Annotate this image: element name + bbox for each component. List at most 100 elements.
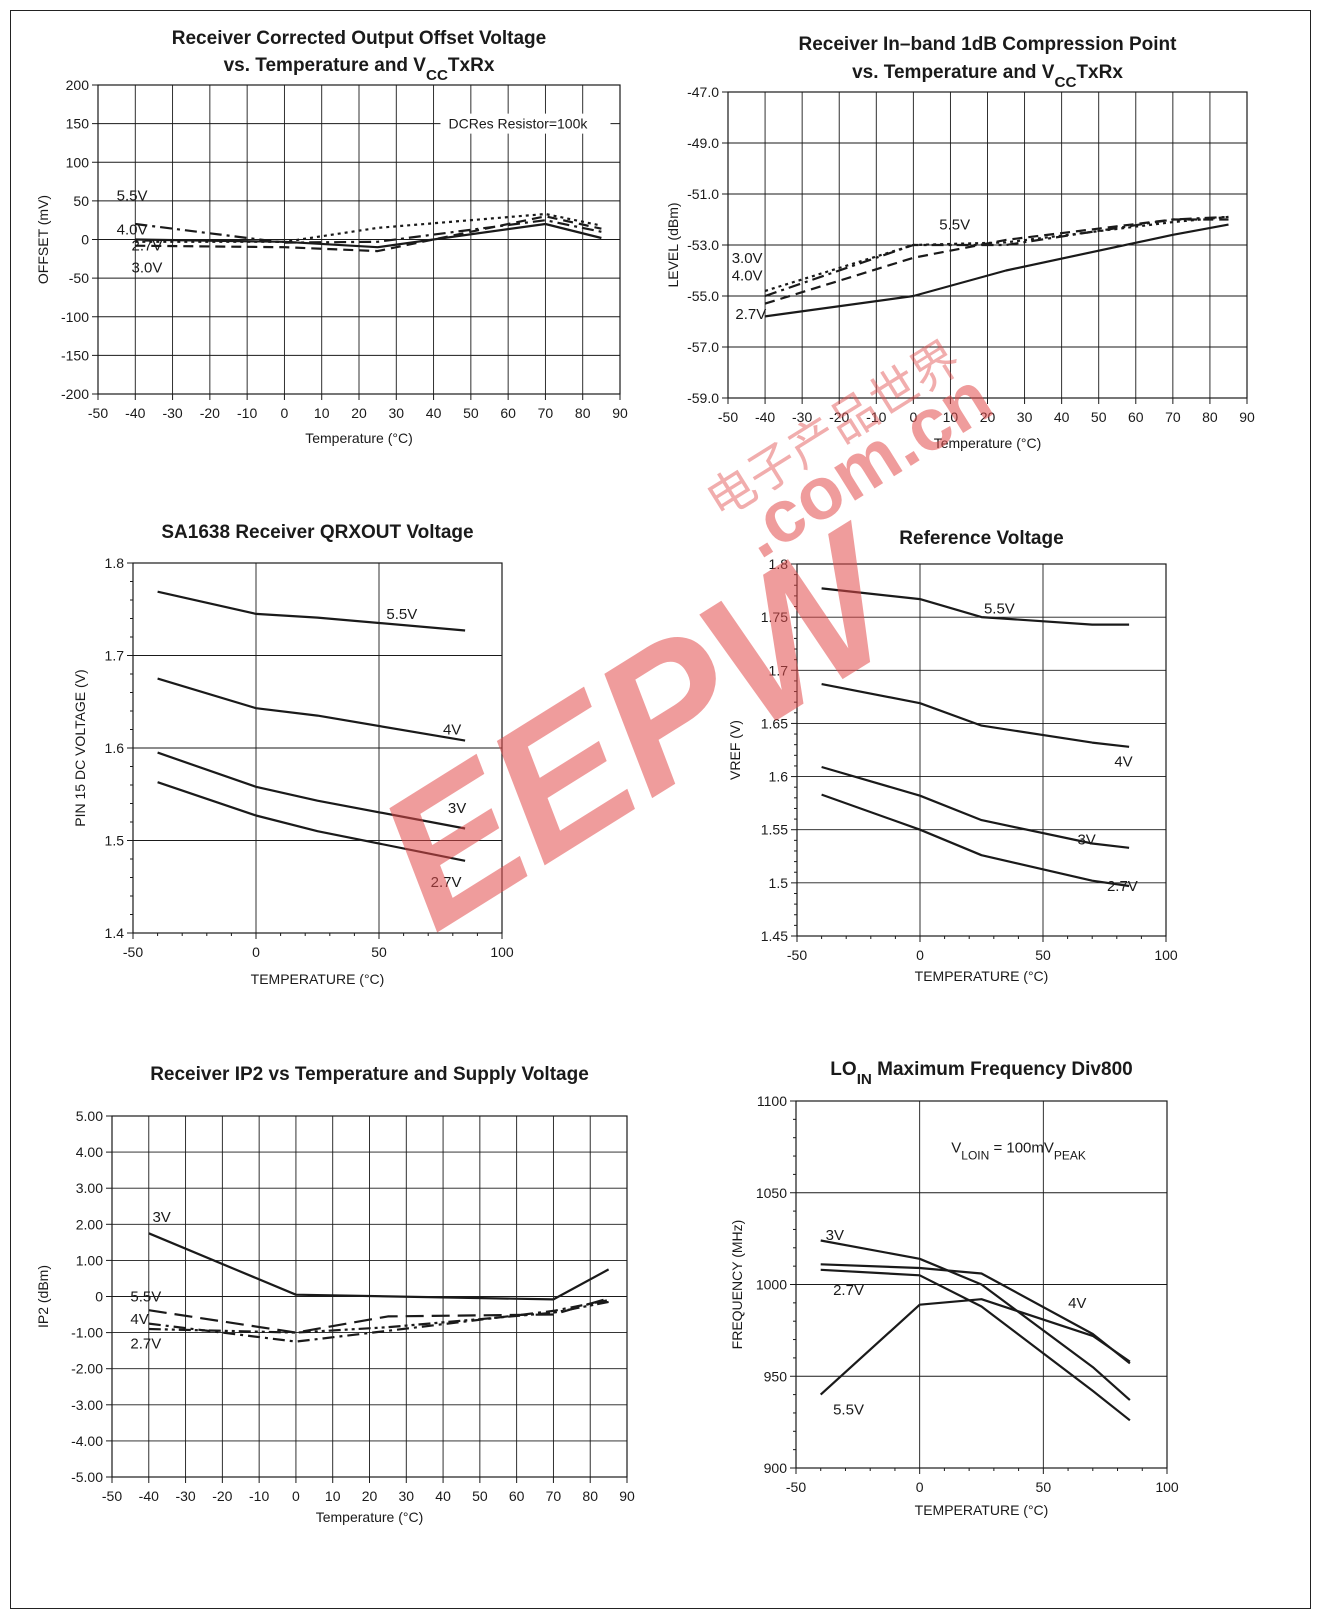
series-label: 4.0V [732,268,763,285]
grid [791,563,1167,942]
x-tick-label: 0 [252,944,260,960]
x-tick-label: -50 [787,947,807,963]
x-tick-label: -20 [200,405,220,421]
series-line-4v [820,1268,1131,1422]
x-tick-label: 20 [351,405,367,421]
y-tick-label: -5.00 [71,1469,103,1485]
series-line-3v [157,751,466,830]
series-line-2-7v [148,1300,609,1334]
y-axis-label: FREQUENCY (MHz) [729,1220,745,1350]
chart-loin-max-frequency: LOIN Maximum Frequency Div80090095010001… [729,1059,1179,1518]
x-tick-label: 30 [388,405,404,421]
x-tick-label: -30 [792,409,812,425]
y-tick-label: -1.00 [71,1325,103,1341]
y-tick-label: 100 [66,154,90,170]
series-line-5-5v [821,587,1130,626]
y-tick-label: -100 [61,309,89,325]
y-tick-label: 1.6 [769,769,789,785]
series-label: 3V [1077,831,1095,848]
y-tick-label: 1.7 [105,648,125,664]
y-tick-label: 3.00 [76,1180,103,1196]
series-label: 5.5V [117,187,148,204]
y-tick-label: 1.5 [105,833,125,849]
x-tick-label: 40 [426,405,442,421]
x-tick-label: 0 [916,1479,924,1495]
series-label: 3.0V [132,259,163,276]
series-line-3v [820,1239,1131,1401]
series-label: 3V [826,1227,844,1244]
x-tick-label: -50 [88,405,108,421]
chart-qrxout-voltage: SA1638 Receiver QRXOUT Voltage 1.4 1.5 1.6 1… [72,522,514,987]
y-tick-label: 1050 [756,1185,787,1201]
chart-title: Reference Voltage [899,528,1063,549]
y-tick-label: 1.45 [761,928,788,944]
series-line-4-0v [135,219,602,244]
chart-receiver-ip2: Receiver IP2 vs Temperature and Supply V… [35,1064,635,1525]
y-tick-label: 1.8 [105,555,125,571]
x-tick-label: 10 [314,405,330,421]
chart-title: Receiver In–band 1dB Compression Point [799,34,1178,55]
y-tick-label: -51.0 [687,186,719,202]
y-tick-label: 4.00 [76,1144,103,1160]
y-tick-label: -55.0 [687,288,719,304]
y-tick-label: -4.00 [71,1433,103,1449]
series-label: 2.7V [735,306,766,323]
x-tick-label: 50 [472,1488,488,1504]
series-label: 5.5V [833,1401,864,1418]
x-tick-label: 80 [575,405,591,421]
x-axis-label: Temperature (°C) [305,430,413,446]
series-label: 2.7V [431,874,462,891]
series-line-5-5v [819,1298,1131,1396]
x-tick-label: -50 [102,1488,122,1504]
y-axis-label: LEVEL (dBm) [665,202,681,287]
series-line-2-7v [764,223,1229,318]
x-tick-label: 60 [1128,409,1144,425]
chart-annotation: VLOIN = 100mVPEAK [951,1139,1086,1162]
series-label: 4V [1068,1295,1086,1312]
chart-title: LOIN Maximum Frequency Div800 [830,1059,1132,1088]
series-label: 4.0V [117,221,148,238]
x-tick-label: 30 [398,1488,414,1504]
chart-title: Receiver Corrected Output Offset Voltage [172,28,546,49]
y-tick-label: 1.55 [761,822,788,838]
series-label: 4V [1114,754,1132,771]
series-line-3-0v [135,215,602,253]
y-tick-label: 50 [73,193,89,209]
y-tick-label: -47.0 [687,84,719,100]
y-tick-label: 950 [764,1368,788,1384]
x-tick-label: 60 [500,405,516,421]
x-tick-label: 50 [1091,409,1107,425]
x-tick-label: 40 [435,1488,451,1504]
x-tick-label: -40 [125,405,145,421]
series-line-2-7v [135,212,602,243]
grid [790,1100,1168,1474]
y-tick-label: 1.8 [769,556,789,572]
y-tick-label: -57.0 [687,339,719,355]
grid [127,562,503,939]
chart-annotation: DCRes Resistor=100k [448,116,588,132]
chart-title: Receiver IP2 vs Temperature and Supply V… [150,1064,589,1085]
x-tick-label: 0 [281,405,289,421]
series-label: 3V [152,1209,170,1226]
x-tick-label: -30 [175,1488,195,1504]
y-tick-label: 900 [764,1460,788,1476]
y-tick-label: 0 [95,1289,103,1305]
series-line-5-5v [157,590,466,632]
page-frame [10,10,1311,1609]
x-tick-label: 90 [612,405,628,421]
y-tick-label: 1.75 [761,609,788,625]
series-label: 4V [130,1311,148,1328]
x-tick-label: 50 [371,944,387,960]
y-tick-label: -200 [61,386,89,402]
series-label: 3V [448,800,466,817]
series-label: 5.5V [386,606,417,623]
x-tick-label: -40 [139,1488,159,1504]
x-axis-label: TEMPERATURE (°C) [251,971,385,987]
chart-title: SA1638 Receiver QRXOUT Voltage [161,522,473,543]
series-line-4v [821,683,1130,748]
x-axis-label: Temperature (°C) [934,435,1042,451]
x-tick-label: 30 [1017,409,1033,425]
x-tick-label: 50 [1036,1479,1052,1495]
y-axis-label: IP2 (dBm) [35,1265,51,1328]
x-tick-label: -50 [123,944,143,960]
